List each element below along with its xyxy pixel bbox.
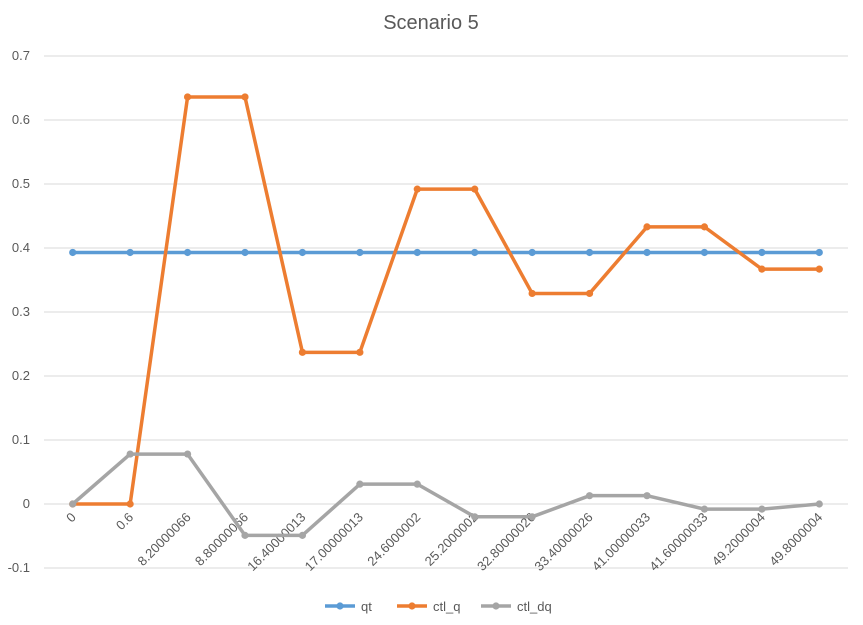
y-tick-label: -0.1 (8, 560, 30, 575)
data-point (815, 248, 823, 257)
legend-item-ctl_dq: ctl_dq (481, 599, 552, 614)
data-point (69, 248, 77, 257)
data-point (298, 531, 307, 539)
y-tick-label: 0.2 (12, 368, 30, 383)
legend-item-qt: qt (325, 599, 372, 614)
data-point (298, 348, 307, 356)
data-point (528, 513, 536, 521)
data-point (528, 248, 536, 257)
y-tick-label: 0.3 (12, 304, 30, 319)
x-tick-label: 32.80000026 (474, 510, 538, 574)
data-point (643, 492, 651, 500)
y-tick-label: 0.6 (12, 112, 30, 127)
data-point (126, 500, 134, 508)
x-tick-label: 41.60000033 (646, 510, 710, 574)
x-tick-label: 17.00000013 (302, 510, 366, 574)
data-point (700, 223, 709, 231)
data-point (471, 513, 479, 521)
data-point (758, 505, 766, 513)
legend-marker (336, 602, 344, 610)
data-point (241, 93, 249, 101)
y-tick-label: 0.5 (12, 176, 30, 191)
x-tick-label: 0 (63, 510, 79, 526)
data-point (356, 480, 364, 488)
series-group (69, 93, 823, 539)
y-tick-label: 0 (23, 496, 30, 511)
x-tick-label: 16.40000013 (244, 510, 308, 574)
data-point (758, 265, 766, 273)
data-point (413, 248, 421, 257)
data-point (471, 248, 479, 257)
data-point (528, 289, 536, 298)
x-tick-label: 24.6000002 (364, 510, 423, 569)
series-line (70, 452, 822, 538)
x-tick-label: 8.20000066 (135, 510, 194, 569)
data-point (815, 265, 823, 273)
series-qt (69, 248, 823, 257)
data-point (126, 248, 134, 257)
data-point (643, 223, 651, 231)
data-point (241, 248, 249, 257)
x-tick-label: 0.6 (113, 510, 136, 533)
y-tick-label: 0.1 (12, 432, 30, 447)
legend-marker (492, 602, 500, 610)
gridlines (44, 55, 848, 569)
legend: qt ctl_q ctl_dq (325, 599, 552, 614)
legend-label: ctl_q (433, 599, 460, 614)
data-point (471, 185, 479, 193)
legend-label: ctl_dq (517, 599, 552, 614)
data-point (700, 248, 709, 257)
data-point (413, 185, 421, 193)
data-point (413, 480, 421, 488)
y-tick-label: 0.4 (12, 240, 30, 255)
data-point (643, 248, 651, 257)
legend-label: qt (361, 599, 372, 614)
data-point (585, 289, 594, 298)
x-tick-label: 33.40000026 (531, 510, 595, 574)
data-point (758, 248, 766, 257)
data-point (183, 248, 192, 257)
series-ctl_q (69, 93, 823, 508)
legend-marker (408, 602, 416, 610)
x-tick-label: 8.80000066 (192, 510, 251, 569)
data-point (356, 248, 364, 257)
data-point (700, 505, 709, 513)
data-point (815, 500, 823, 508)
data-point (585, 492, 594, 500)
y-tick-label: 0.7 (12, 48, 30, 63)
x-tick-label: 41.00000033 (589, 510, 653, 574)
data-point (241, 531, 249, 539)
data-point (585, 248, 594, 257)
y-axis-ticks: -0.1 0 0.1 0.2 0.3 0.4 0.5 0.6 0.7 (8, 48, 30, 575)
data-point (183, 93, 192, 101)
data-point (298, 248, 307, 257)
legend-item-ctl_q: ctl_q (397, 599, 460, 614)
series-ctl_dq (69, 450, 823, 539)
data-point (356, 348, 364, 356)
x-tick-label: 49.2000004 (709, 510, 768, 569)
data-point (126, 450, 134, 458)
x-axis-ticks: 0 0.68.200000668.8000006616.4000001317.00… (63, 510, 825, 574)
chart-title: Scenario 5 (383, 12, 479, 34)
data-point (183, 450, 192, 458)
series-line (70, 95, 822, 506)
data-point (69, 500, 77, 508)
x-tick-label: 49.8000004 (766, 510, 825, 569)
